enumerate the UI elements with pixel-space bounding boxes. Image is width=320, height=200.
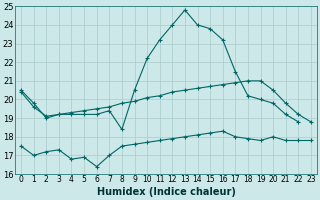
X-axis label: Humidex (Indice chaleur): Humidex (Indice chaleur)	[97, 187, 236, 197]
